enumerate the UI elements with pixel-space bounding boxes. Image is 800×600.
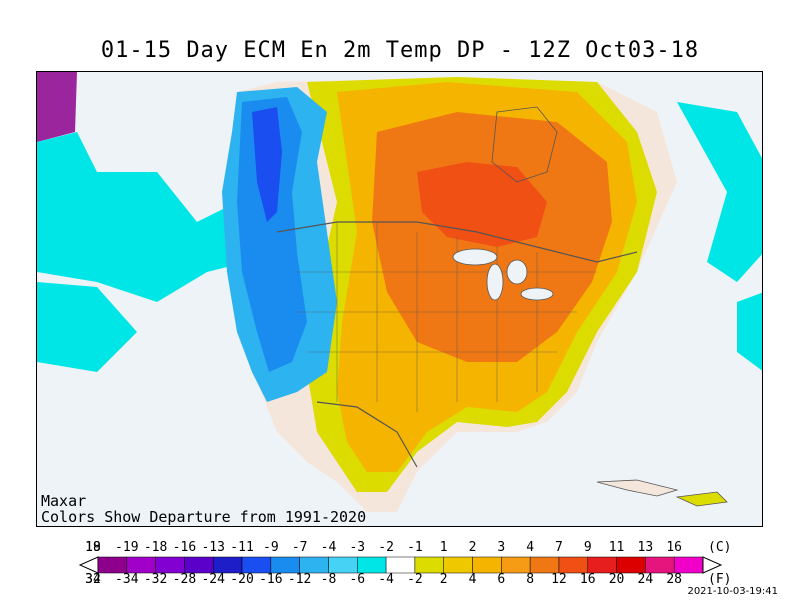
celsius-tick-label: 9 xyxy=(583,540,592,555)
fahrenheit-tick-label: -12 xyxy=(287,572,312,587)
scale-swatch xyxy=(212,556,243,574)
credit-block: Maxar Colors Show Departure from 1991-20… xyxy=(41,493,366,525)
fahrenheit-tick-label: -4 xyxy=(378,572,394,587)
fahrenheit-tick-label: -6 xyxy=(349,572,366,587)
celsius-tick-label: 2 xyxy=(468,540,477,555)
hispaniola xyxy=(675,491,728,507)
celsius-tick-label: 18 xyxy=(85,540,101,555)
celsius-tick-label: -2 xyxy=(378,540,394,555)
scale-swatch xyxy=(241,556,272,574)
scale-swatch xyxy=(472,556,502,574)
celsius-tick-label: 3 xyxy=(497,540,506,555)
great-lakes xyxy=(452,248,554,301)
cuba xyxy=(596,479,679,497)
celsius-tick-label: -13 xyxy=(201,540,225,555)
cold-zone-west-core xyxy=(237,97,307,372)
fahrenheit-tick-label: -24 xyxy=(201,572,225,587)
scale-swatch xyxy=(443,556,473,574)
fahrenheit-tick-label: 34 xyxy=(85,572,101,587)
fahrenheit-unit-label: (F) xyxy=(708,572,732,587)
scale-swatch xyxy=(645,556,675,574)
cold-zone-rockies-north xyxy=(252,107,282,222)
celsius-tick-label: -9 xyxy=(263,540,279,555)
fahrenheit-tick-label: -20 xyxy=(230,572,254,587)
cold-ocean-atlantic-north xyxy=(677,102,762,282)
scale-swatch xyxy=(155,556,185,574)
fahrenheit-tick-label: -8 xyxy=(320,572,337,587)
fahrenheit-tick-label: -34 xyxy=(115,572,139,587)
celsius-tick-label: -4 xyxy=(320,540,337,555)
celsius-tick-label: -7 xyxy=(291,540,308,555)
map-panel xyxy=(36,71,763,527)
generation-timestamp: 2021-10-03-19:41 xyxy=(687,586,778,597)
fahrenheit-tick-label: -28 xyxy=(172,572,197,587)
map-title: 01-15 Day ECM En 2m Temp DP - 12Z Oct03-… xyxy=(100,38,700,63)
scale-swatch xyxy=(385,556,416,574)
scale-swatch xyxy=(328,556,358,574)
temperature-departure-map xyxy=(37,72,762,526)
celsius-tick-label: -11 xyxy=(230,540,254,555)
celsius-tick-label: -19 xyxy=(115,540,139,555)
scale-swatch xyxy=(616,556,646,574)
cold-ocean-north-pacific xyxy=(37,132,247,302)
celsius-tick-label: -18 xyxy=(143,540,168,555)
departure-note: Colors Show Departure from 1991-2020 xyxy=(41,508,367,526)
state-borders xyxy=(297,222,597,412)
scale-swatch xyxy=(184,556,214,574)
fahrenheit-tick-label: 8 xyxy=(526,572,535,587)
celsius-tick-label: 4 xyxy=(526,540,535,555)
celsius-tick-label: -16 xyxy=(172,540,197,555)
fahrenheit-tick-label: 6 xyxy=(497,572,506,587)
warm-zone-core xyxy=(417,162,547,247)
scale-swatch xyxy=(501,556,531,574)
color-scale: -19 -18 -16 -13 -11 -9 -7 -4 -3 -2 -1 1 2 3 4 7 9 11 13 16 1… xyxy=(78,540,723,590)
celsius-tick-label: 7 xyxy=(555,540,563,555)
celsius-unit-label: (C) xyxy=(708,540,732,555)
scale-swatch xyxy=(270,556,300,574)
fahrenheit-tick-label: 28 xyxy=(666,572,683,587)
cold-ocean-atlantic-south xyxy=(737,292,762,371)
celsius-tick-label: 13 xyxy=(637,540,654,555)
scale-swatch xyxy=(673,556,704,574)
scale-arrow-left xyxy=(78,556,99,574)
scale-swatch xyxy=(414,556,444,574)
celsius-tick-label: -1 xyxy=(407,540,423,555)
fahrenheit-tick-label: 24 xyxy=(637,572,654,587)
fahrenheit-tick-label: -16 xyxy=(259,572,283,587)
scale-swatch xyxy=(529,556,560,574)
fahrenheit-tick-label: 16 xyxy=(579,572,596,587)
cold-ocean-pacific-south xyxy=(37,282,137,372)
celsius-tick-label: 19 xyxy=(85,540,101,555)
fahrenheit-tick-label: 2 xyxy=(439,572,448,587)
scale-swatch xyxy=(126,556,156,574)
scale-swatch xyxy=(587,556,617,574)
fahrenheit-tick-label: 32 xyxy=(85,572,101,587)
scale-swatch xyxy=(357,556,387,574)
scale-arrow-right xyxy=(702,556,723,574)
hudson-bay xyxy=(491,106,558,183)
color-scale-bar xyxy=(78,556,723,574)
scale-swatch xyxy=(558,556,589,574)
fahrenheit-tick-label: 20 xyxy=(608,572,625,587)
fahrenheit-tick-label: 4 xyxy=(468,572,477,587)
provider-label: Maxar xyxy=(41,492,87,510)
fahrenheit-tick-label: -2 xyxy=(407,572,423,587)
scale-swatch xyxy=(97,556,128,574)
celsius-tick-label: 1 xyxy=(439,540,448,555)
celsius-tick-label: -3 xyxy=(349,540,366,555)
celsius-tick-label: 11 xyxy=(608,540,625,555)
fahrenheit-tick-label: -32 xyxy=(143,572,168,587)
fahrenheit-tick-label: 12 xyxy=(551,572,567,587)
celsius-tick-label: 16 xyxy=(666,540,683,555)
cold-patch-northwest xyxy=(37,72,77,142)
scale-swatch xyxy=(299,556,329,574)
